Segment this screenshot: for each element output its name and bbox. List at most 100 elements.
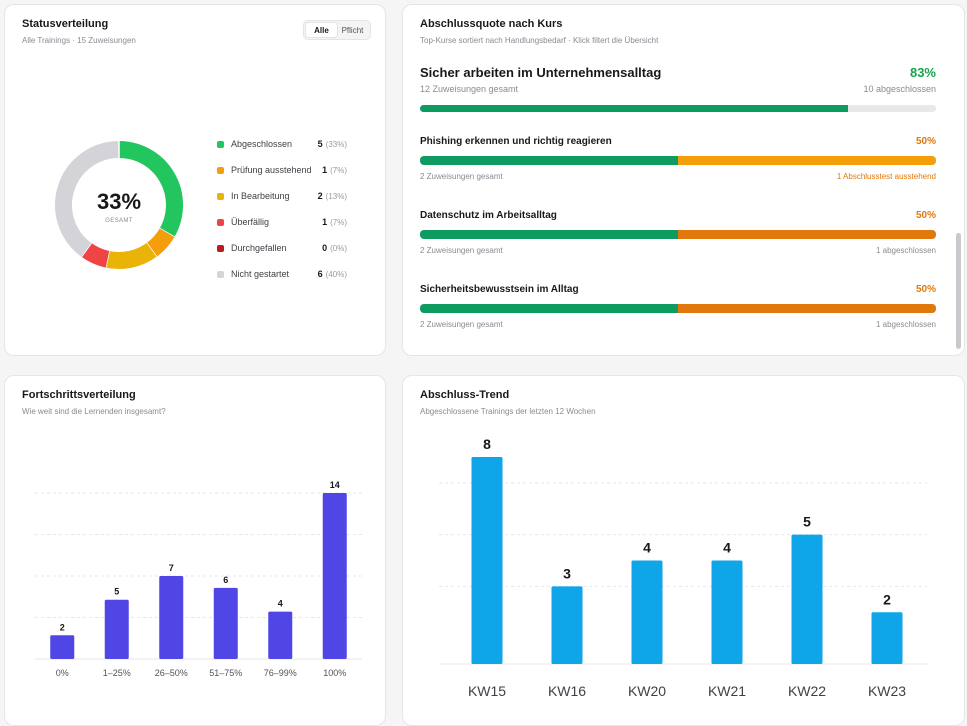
progress-bar-chart: 2 0% 5 1–25% 7 26–50% 6 51–75% 4 76–99% 14 100%	[35, 480, 362, 678]
course-progress-remaining	[678, 230, 936, 239]
course-progress-completed	[420, 156, 678, 165]
progress-distribution-card: Fortschrittsverteilung Wie weit sind die…	[4, 375, 386, 726]
course-status-note: 1 Abschlusstest ausstehend	[836, 172, 936, 181]
bar-value-label: 3	[563, 565, 571, 581]
donut-center-value: 33%	[96, 188, 142, 214]
x-tick-label: KW15	[468, 683, 506, 699]
x-tick-label: KW21	[708, 683, 746, 699]
filter-toggle: Alle Pflicht	[303, 20, 371, 40]
bar-value-label: 5	[803, 514, 811, 530]
course-row[interactable]: Phishing erkennen und richtig reagieren 5…	[420, 136, 936, 196]
trend-title: Abschluss-Trend	[420, 389, 510, 401]
bar-value-label: 4	[643, 540, 651, 556]
legend-swatch	[217, 140, 224, 148]
legend-label: Nicht gestartet	[231, 269, 290, 279]
bar-51-75[interactable]	[213, 587, 238, 659]
bar-value-label: 4	[278, 599, 283, 609]
course-percent: 50%	[915, 210, 936, 221]
legend-swatch	[217, 192, 224, 200]
bar-kw16[interactable]	[551, 586, 583, 664]
legend-percent: (13%)	[325, 191, 347, 201]
course-progress-completed	[420, 230, 678, 239]
course-list-scrollbar[interactable]	[956, 233, 961, 349]
donut-separator	[146, 242, 158, 258]
legend-value: 5	[317, 139, 323, 149]
donut-slice-in-bearbeitung[interactable]	[105, 242, 157, 269]
bar-0[interactable]	[50, 635, 75, 659]
legend-item-nicht-gestartet[interactable]: Nicht gestartet 6 (40%)	[217, 261, 347, 287]
toggle-all-button[interactable]: Alle	[306, 23, 337, 37]
legend-swatch	[217, 270, 224, 278]
bar-100[interactable]	[322, 493, 347, 659]
legend-item-überfällig[interactable]: Überfällig 1 (7%)	[217, 209, 347, 235]
x-tick-label: 26–50%	[155, 668, 188, 678]
bar-26-50[interactable]	[159, 576, 184, 659]
donut-slice-abgeschlossen[interactable]	[118, 141, 183, 237]
bar-kw23[interactable]	[871, 612, 903, 664]
donut-slice-nicht-gestartet[interactable]	[55, 141, 120, 257]
legend-value: 2	[317, 191, 323, 201]
course-progress-bar	[420, 105, 936, 112]
bar-76-99[interactable]	[268, 611, 293, 659]
course-progress-bar	[420, 230, 936, 239]
legend-swatch	[217, 244, 224, 252]
donut-center-label: GESAMT	[105, 217, 133, 224]
course-total-assignments: 12 Zuweisungen gesamt	[420, 84, 519, 94]
course-progress-remaining	[678, 156, 936, 165]
trend-subtitle: Abgeschlossene Trainings der letzten 12 …	[420, 407, 596, 416]
bar-kw22[interactable]	[791, 534, 823, 664]
legend-value: 1	[322, 165, 328, 175]
legend-value: 0	[322, 243, 328, 253]
trend-bar-chart: 8 KW15 3 KW16 4 KW20 4 KW21 5 KW22 2 KW23	[439, 436, 927, 699]
quote-title: Abschlussquote nach Kurs	[420, 18, 563, 30]
course-name: Sicherheitsbewusstsein im Alltag	[420, 284, 579, 295]
course-progress-bar	[420, 304, 936, 313]
legend-item-prüfung-ausstehend[interactable]: Prüfung ausstehend 1 (7%)	[217, 157, 347, 183]
course-name: Phishing erkennen und richtig reagieren	[420, 136, 612, 147]
x-tick-label: 76–99%	[264, 668, 297, 678]
bar-kw15[interactable]	[471, 457, 503, 664]
x-tick-label: 100%	[323, 668, 346, 678]
legend-swatch	[217, 218, 224, 226]
course-progress-completed	[420, 105, 849, 112]
bar-value-label: 2	[883, 591, 891, 607]
course-percent: 50%	[915, 136, 936, 147]
legend-item-abgeschlossen[interactable]: Abgeschlossen 5 (33%)	[217, 131, 347, 157]
legend-label: Abgeschlossen	[231, 139, 293, 149]
course-total-assignments: 2 Zuweisungen gesamt	[420, 172, 503, 181]
legend-label: Prüfung ausstehend	[231, 165, 312, 175]
status-title: Statusverteilung	[22, 18, 109, 30]
legend-label: Durchgefallen	[231, 243, 287, 253]
bar-value-label: 4	[723, 540, 731, 556]
bar-value-label: 7	[169, 563, 174, 573]
x-tick-label: 1–25%	[103, 668, 131, 678]
x-tick-label: KW23	[868, 683, 906, 699]
status-donut-chart	[55, 141, 183, 269]
legend-item-durchgefallen[interactable]: Durchgefallen 0 (0%)	[217, 235, 347, 261]
course-status-note: 10 abgeschlossen	[863, 84, 936, 94]
course-row[interactable]: Sicherheitsbewusstsein im Alltag 50% 2 Zuw…	[420, 284, 936, 344]
status-card: Statusverteilung Alle Trainings · 15 Zuw…	[4, 4, 386, 356]
bar-kw20[interactable]	[631, 560, 663, 665]
course-row[interactable]: Sicher arbeiten im Unternehmensalltag 83%…	[420, 65, 936, 125]
legend-percent: (0%)	[330, 243, 347, 253]
course-row[interactable]: Datenschutz im Arbeitsalltag 50% 2 Zuweisu…	[420, 210, 936, 270]
progress-subtitle: Wie weit sind die Lernenden insgesamt?	[22, 407, 166, 416]
toggle-mandatory-button[interactable]: Pflicht	[341, 25, 364, 35]
x-tick-label: 51–75%	[209, 668, 242, 678]
legend-label: Überfällig	[231, 217, 270, 227]
course-status-note: 1 abgeschlossen	[875, 246, 936, 255]
bar-1-25[interactable]	[104, 599, 129, 659]
legend-percent: (7%)	[330, 165, 347, 175]
course-name: Sicher arbeiten im Unternehmensalltag	[420, 65, 662, 80]
course-percent: 83%	[909, 65, 936, 80]
status-subtitle: Alle Trainings · 15 Zuweisungen	[22, 36, 136, 45]
x-tick-label: KW22	[788, 683, 826, 699]
completion-trend-card: Abschluss-Trend Abgeschlossene Trainings…	[402, 375, 965, 726]
legend-item-in-bearbeitung[interactable]: In Bearbeitung 2 (13%)	[217, 183, 347, 209]
legend-percent: (33%)	[325, 139, 347, 149]
bar-value-label: 8	[483, 436, 491, 452]
bar-kw21[interactable]	[711, 560, 743, 665]
status-legend: Abgeschlossen 5 (33%) Prüfung ausstehend 1 (7…	[217, 131, 347, 287]
donut-center: 33% GESAMT	[49, 135, 189, 275]
